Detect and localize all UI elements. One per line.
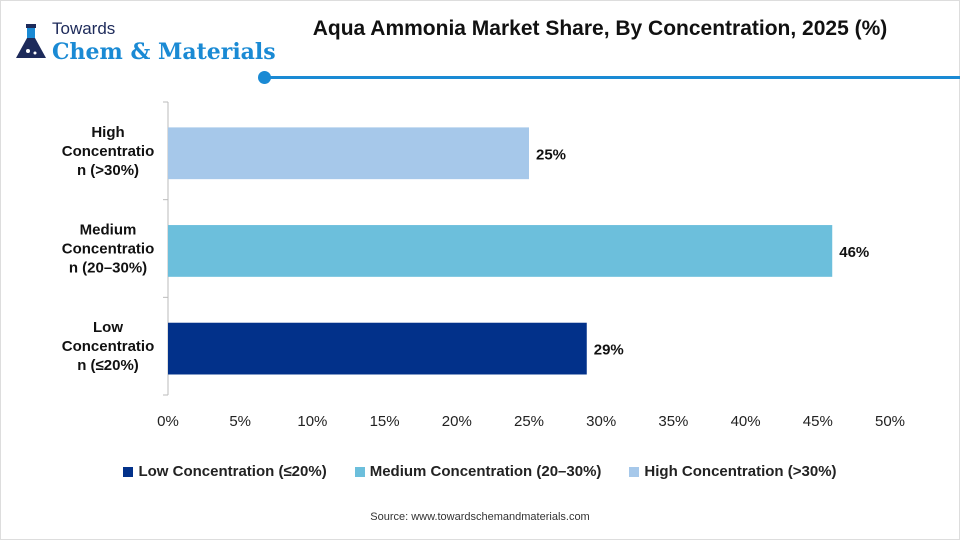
logo-main-text: Chem & Materials (52, 39, 276, 65)
x-tick-label: 40% (731, 413, 761, 430)
legend-label: High Concentration (>30%) (644, 463, 837, 480)
data-label: 29% (594, 342, 624, 359)
source-text: Source: www.towardschemandmaterials.com (370, 511, 590, 523)
category-label-line: Medium (80, 222, 137, 239)
legend-label: Medium Concentration (20–30%) (369, 463, 602, 480)
x-tick-label: 10% (297, 413, 327, 430)
x-tick-label: 30% (586, 413, 616, 430)
bar-2 (168, 322, 587, 375)
category-label-line: Concentratio (62, 241, 155, 258)
legend: Low Concentration (≤20%) Medium Concentra… (0, 463, 960, 481)
bar-1 (168, 225, 833, 277)
x-tick-label: 15% (370, 413, 400, 430)
logo-top-text: Towards (52, 19, 116, 38)
category-label-line: Low (93, 319, 123, 336)
flask-icon (16, 24, 46, 58)
legend-item: Low Concentration (≤20%) (123, 463, 327, 481)
category-label-line: n (20–30%) (69, 260, 147, 277)
x-tick-label: 50% (875, 413, 905, 430)
bar-0 (168, 127, 529, 180)
category-label: Low Concentratio n (≤20%) (62, 319, 155, 374)
legend-swatch (354, 467, 365, 477)
data-label: 46% (839, 244, 869, 261)
title-rule (266, 76, 960, 79)
x-tick-label: 0% (157, 413, 179, 430)
data-label: 25% (536, 146, 566, 163)
category-label-line: n (≤20%) (77, 357, 139, 374)
chart-title: Aqua Ammonia Market Share, By Concentrat… (312, 17, 888, 40)
x-tick-label: 20% (442, 413, 472, 430)
legend-swatch (629, 467, 640, 477)
legend-item: Medium Concentration (20–30%) (354, 463, 602, 481)
bar-chart: 25% High Concentratio n (>30%) 46% Medium Conc… (62, 101, 905, 430)
category-label: High Concentratio n (>30%) (62, 124, 155, 179)
logo: Towards Chem & Materials (14, 20, 276, 65)
legend-label: Low Concentration (≤20%) (138, 463, 327, 480)
x-tick-label: 5% (229, 413, 251, 430)
category-label-line: High (91, 124, 124, 141)
rule-dot (258, 71, 271, 84)
category-label-line: Concentratio (62, 338, 155, 355)
category-label-line: Concentratio (62, 143, 155, 160)
legend-item: High Concentration (>30%) (629, 463, 837, 481)
x-tick-label: 45% (803, 413, 833, 430)
category-label-line: n (>30%) (77, 162, 139, 179)
legend-swatch (123, 467, 134, 477)
category-label: Medium Concentratio n (20–30%) (62, 222, 155, 277)
x-tick-label: 35% (658, 413, 688, 430)
x-tick-label: 25% (514, 413, 544, 430)
